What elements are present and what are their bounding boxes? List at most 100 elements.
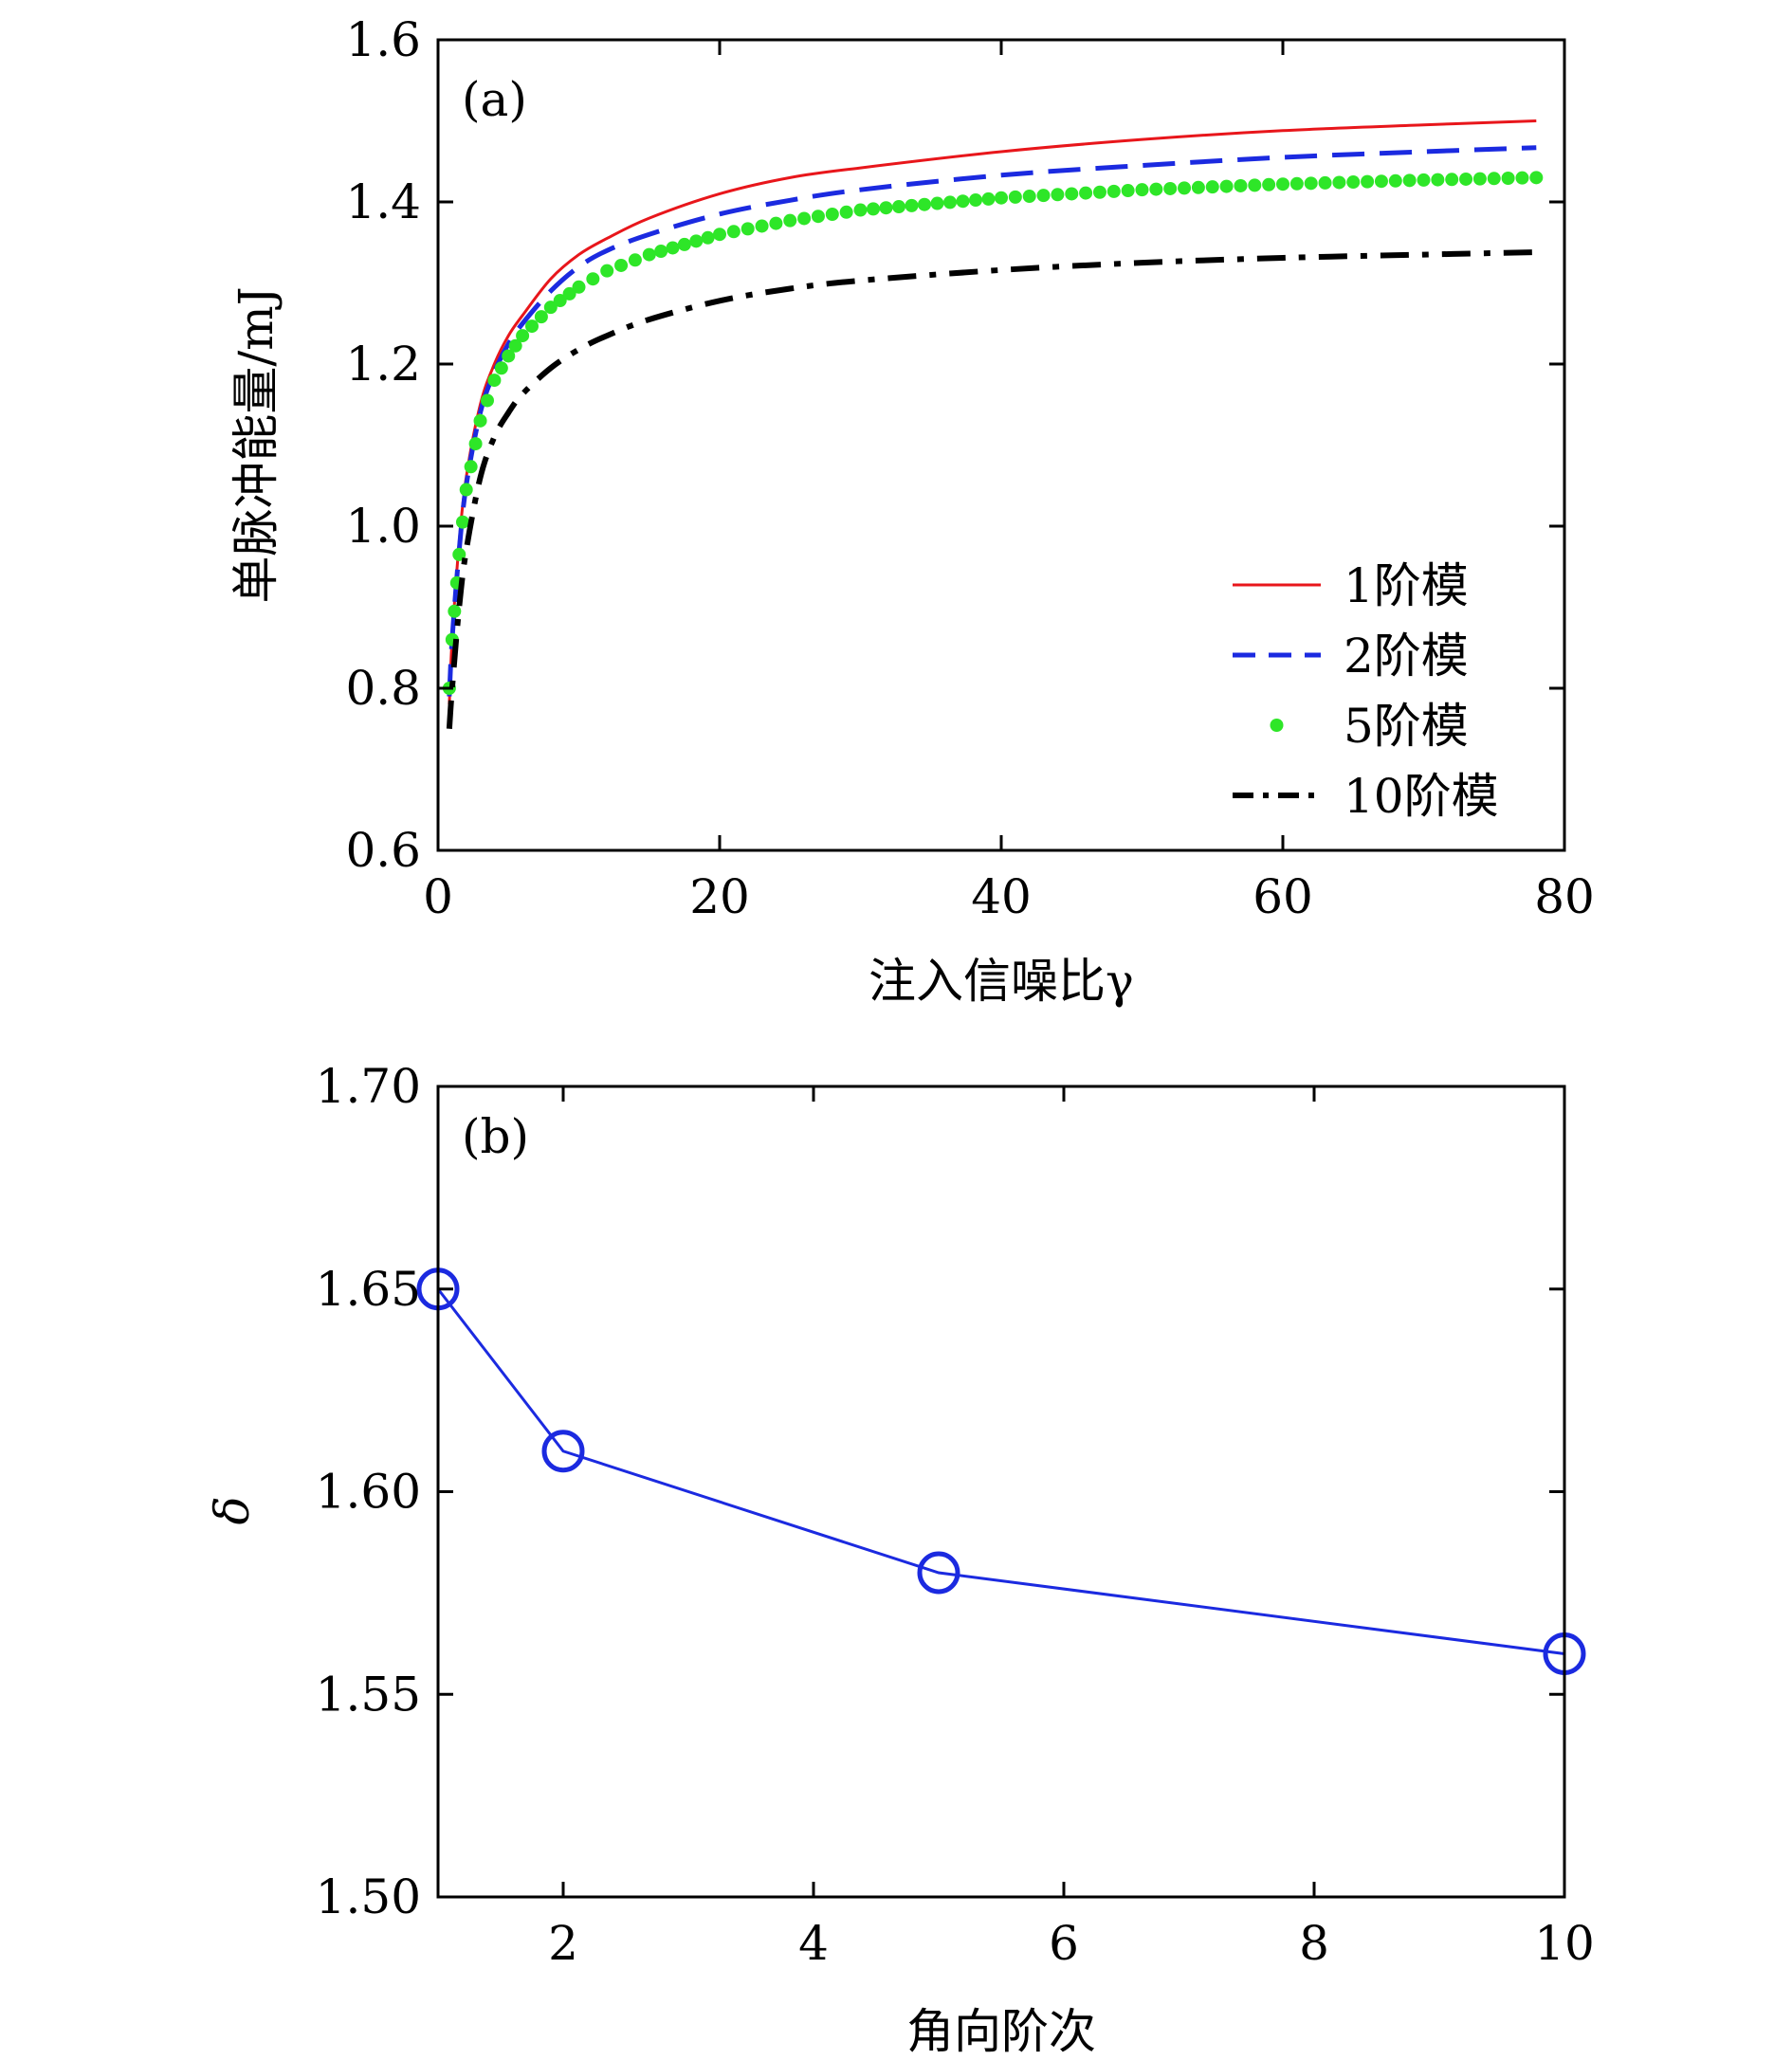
series-5-mode-point (1431, 173, 1445, 187)
series-5-mode-point (1022, 190, 1036, 204)
series-5-mode-dots (442, 171, 1544, 695)
series-5-mode-point (677, 237, 691, 251)
series-5-mode-point (1304, 176, 1318, 191)
series-5-mode-point (508, 338, 522, 353)
series-5-mode-point (769, 216, 783, 230)
series-5-mode-point (1178, 181, 1192, 195)
panel-b-y-tick-label: 1.55 (316, 1667, 421, 1722)
legend-swatch-5-mode (1270, 719, 1284, 732)
series-5-mode-point (1318, 175, 1332, 190)
series-5-mode-point (642, 247, 656, 262)
panel-a-y-axis-title: 单脉冲能量/mJ (229, 286, 283, 603)
panel-a-y-tick-label: 1.6 (345, 12, 421, 67)
series-5-mode-point (1234, 178, 1248, 192)
series-5-mode-point (487, 374, 502, 388)
series-5-mode-point (543, 301, 558, 315)
panel-b-y-axis-title: δ (205, 1496, 260, 1524)
series-5-mode-point (943, 195, 957, 210)
panel-a-x-axis-title: 注入信噪比γ (869, 954, 1134, 1009)
delta-point-marker (541, 1430, 585, 1473)
series-5-mode-point (1501, 171, 1515, 185)
series-5-mode-point (600, 264, 614, 278)
series-5-mode-point (562, 286, 576, 301)
series-5-mode-point (1289, 176, 1304, 191)
panel-a-x-tick-label: 60 (1253, 869, 1313, 924)
series-5-mode-point (741, 222, 755, 236)
series-5-mode-point (1036, 189, 1051, 203)
panel-a-y-tick-label: 1.2 (345, 337, 421, 392)
series-5-mode-point (783, 213, 797, 228)
panel-a-y-tick-label: 1.4 (345, 174, 421, 229)
series-5-mode-point (981, 191, 996, 206)
series-5-mode-point (448, 604, 462, 618)
panel-b-y-tick-label: 1.50 (316, 1869, 421, 1924)
panel-a-y-tick-label: 1.0 (345, 499, 421, 554)
panel-b-x-tick-label: 2 (548, 1916, 578, 1971)
series-5-mode-point (614, 258, 629, 272)
series-5-mode-point (586, 272, 600, 286)
series-5-mode-point (464, 460, 478, 474)
series-5-mode-point (1346, 175, 1361, 190)
series-5-mode-point (459, 483, 473, 497)
series-5-mode-point (468, 437, 483, 451)
series-5-mode-point (905, 198, 919, 212)
panel-a-x-tick-label: 20 (689, 869, 750, 924)
series-5-mode-point (1515, 171, 1529, 185)
series-5-mode-point (701, 230, 715, 245)
series-5-mode-point (1106, 184, 1121, 198)
panel-b-x-tick-label: 8 (1299, 1916, 1329, 1971)
series-5-mode-point (892, 200, 905, 214)
series-1-mode-line (448, 119, 1537, 705)
series-5-mode-point (825, 207, 839, 221)
series-5-mode-point (1191, 180, 1205, 194)
series-5-mode-point (1163, 181, 1178, 195)
series-5-mode-point (1051, 188, 1065, 202)
panel-a-y-tick-label: 0.8 (345, 661, 421, 716)
series-5-mode-point (628, 253, 642, 267)
series-5-mode-point (1079, 186, 1093, 200)
series-5-mode-point (654, 245, 668, 259)
series-5-mode-point (494, 361, 508, 375)
panel-b-y-tick-label: 1.60 (316, 1465, 421, 1520)
panel-b-x-tick-label: 10 (1534, 1916, 1595, 1971)
series-5-mode-point (473, 413, 487, 428)
panel-a-energy-vs-snr: 0 20 40 60 80 0.6 0.8 1.0 1.2 1.4 1.6 (a) 注入信噪比γ 单… (229, 12, 1595, 1009)
panel-b-label: (b) (462, 1109, 529, 1164)
series-5-mode-point (1361, 174, 1375, 189)
legend-label: 10阶模 (1344, 769, 1499, 824)
series-5-mode-point (867, 202, 880, 216)
series-5-mode-point (1219, 179, 1234, 193)
panel-a-frame (436, 38, 1566, 852)
series-5-mode-point (1388, 173, 1402, 188)
series-5-mode-point (1262, 177, 1276, 191)
series-5-mode-point (1445, 173, 1459, 187)
series-5-mode-point (553, 294, 567, 308)
series-5-mode-point (689, 234, 704, 248)
panel-b-frame (436, 1085, 1566, 1899)
legend-label: 1阶模 (1344, 558, 1469, 613)
series-5-mode-point (1092, 185, 1106, 199)
panel-b-delta-vs-order: 2 4 6 8 10 1.50 1.55 1.60 1.65 1.70 (b) 角向阶次 δ (205, 1059, 1595, 2059)
series-5-mode-point (797, 211, 812, 226)
series-5-mode-point (1487, 172, 1501, 186)
delta-point-marker (917, 1551, 960, 1595)
series-5-mode-point (1205, 180, 1219, 194)
series-5-mode-point (1374, 174, 1388, 189)
series-5-mode-point (755, 219, 769, 233)
series-5-mode-point (1332, 175, 1346, 190)
series-5-mode-point (1121, 184, 1135, 198)
series-5-mode-point (969, 193, 982, 208)
panel-b-y-tick-label: 1.70 (316, 1059, 421, 1114)
series-5-mode-point (839, 205, 853, 219)
series-5-mode-point (525, 319, 539, 334)
series-5-mode-point (853, 203, 868, 217)
series-5-mode-point (1459, 172, 1473, 186)
panel-b-x-tick-label: 4 (798, 1916, 829, 1971)
panel-a-x-tick-label: 40 (971, 869, 1032, 924)
series-5-mode-point (1248, 178, 1262, 192)
panel-a-y-tick-label: 0.6 (345, 823, 421, 878)
series-5-mode-point (1135, 183, 1149, 197)
legend-label: 5阶模 (1344, 699, 1469, 754)
series-5-mode-point (1065, 187, 1079, 201)
